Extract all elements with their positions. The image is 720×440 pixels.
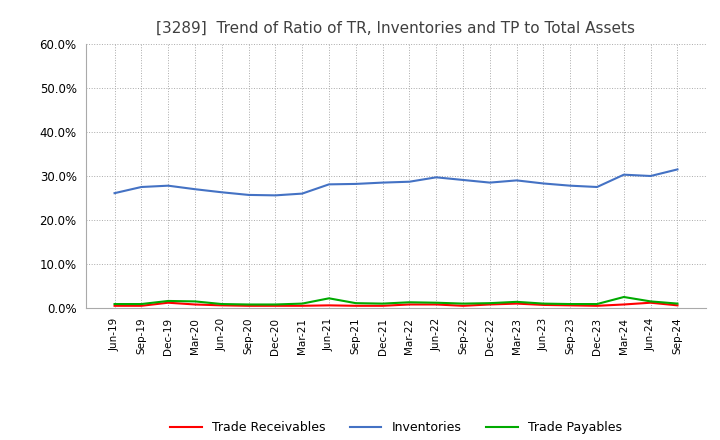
- Trade Receivables: [244, 303, 253, 308]
- Trade Receivables: [485, 302, 494, 307]
- Line: Trade Receivables: Trade Receivables: [114, 303, 678, 306]
- Trade Payables: [191, 299, 199, 304]
- Trade Receivables: [378, 303, 387, 308]
- Trade Payables: [351, 301, 360, 306]
- Trade Receivables: [217, 303, 226, 308]
- Trade Payables: [513, 299, 521, 304]
- Trade Payables: [459, 301, 467, 306]
- Trade Receivables: [566, 303, 575, 308]
- Inventories: [110, 191, 119, 196]
- Inventories: [539, 181, 548, 186]
- Trade Payables: [539, 301, 548, 306]
- Trade Receivables: [110, 303, 119, 308]
- Inventories: [459, 177, 467, 183]
- Trade Receivables: [191, 302, 199, 307]
- Trade Payables: [164, 298, 173, 304]
- Trade Receivables: [673, 303, 682, 308]
- Trade Receivables: [405, 302, 414, 307]
- Trade Payables: [378, 301, 387, 306]
- Trade Receivables: [593, 303, 601, 308]
- Trade Payables: [271, 302, 279, 307]
- Trade Payables: [325, 296, 333, 301]
- Trade Receivables: [513, 301, 521, 306]
- Title: [3289]  Trend of Ratio of TR, Inventories and TP to Total Assets: [3289] Trend of Ratio of TR, Inventories…: [156, 21, 636, 36]
- Inventories: [619, 172, 628, 177]
- Inventories: [647, 173, 655, 179]
- Inventories: [513, 178, 521, 183]
- Trade Receivables: [351, 303, 360, 308]
- Inventories: [593, 184, 601, 190]
- Trade Payables: [217, 301, 226, 307]
- Legend: Trade Receivables, Inventories, Trade Payables: Trade Receivables, Inventories, Trade Pa…: [166, 416, 626, 439]
- Trade Receivables: [164, 300, 173, 305]
- Trade Receivables: [619, 302, 628, 307]
- Line: Inventories: Inventories: [114, 169, 678, 195]
- Trade Receivables: [459, 303, 467, 308]
- Inventories: [485, 180, 494, 185]
- Line: Trade Payables: Trade Payables: [114, 297, 678, 304]
- Inventories: [164, 183, 173, 188]
- Inventories: [137, 184, 145, 190]
- Trade Payables: [405, 300, 414, 305]
- Inventories: [244, 192, 253, 198]
- Trade Payables: [137, 301, 145, 307]
- Inventories: [378, 180, 387, 185]
- Inventories: [217, 190, 226, 195]
- Inventories: [191, 187, 199, 192]
- Trade Receivables: [137, 303, 145, 308]
- Inventories: [351, 181, 360, 187]
- Trade Payables: [485, 301, 494, 306]
- Trade Payables: [647, 299, 655, 304]
- Trade Payables: [619, 294, 628, 300]
- Inventories: [298, 191, 307, 196]
- Trade Receivables: [325, 303, 333, 308]
- Inventories: [271, 193, 279, 198]
- Trade Payables: [298, 301, 307, 306]
- Trade Receivables: [432, 302, 441, 307]
- Trade Receivables: [647, 300, 655, 305]
- Inventories: [566, 183, 575, 188]
- Inventories: [432, 175, 441, 180]
- Trade Payables: [673, 301, 682, 306]
- Trade Payables: [244, 302, 253, 307]
- Inventories: [405, 179, 414, 184]
- Inventories: [673, 167, 682, 172]
- Trade Receivables: [298, 303, 307, 308]
- Inventories: [325, 182, 333, 187]
- Trade Payables: [566, 301, 575, 307]
- Trade Receivables: [539, 302, 548, 308]
- Trade Receivables: [271, 303, 279, 308]
- Trade Payables: [593, 301, 601, 307]
- Trade Payables: [432, 300, 441, 305]
- Trade Payables: [110, 301, 119, 307]
